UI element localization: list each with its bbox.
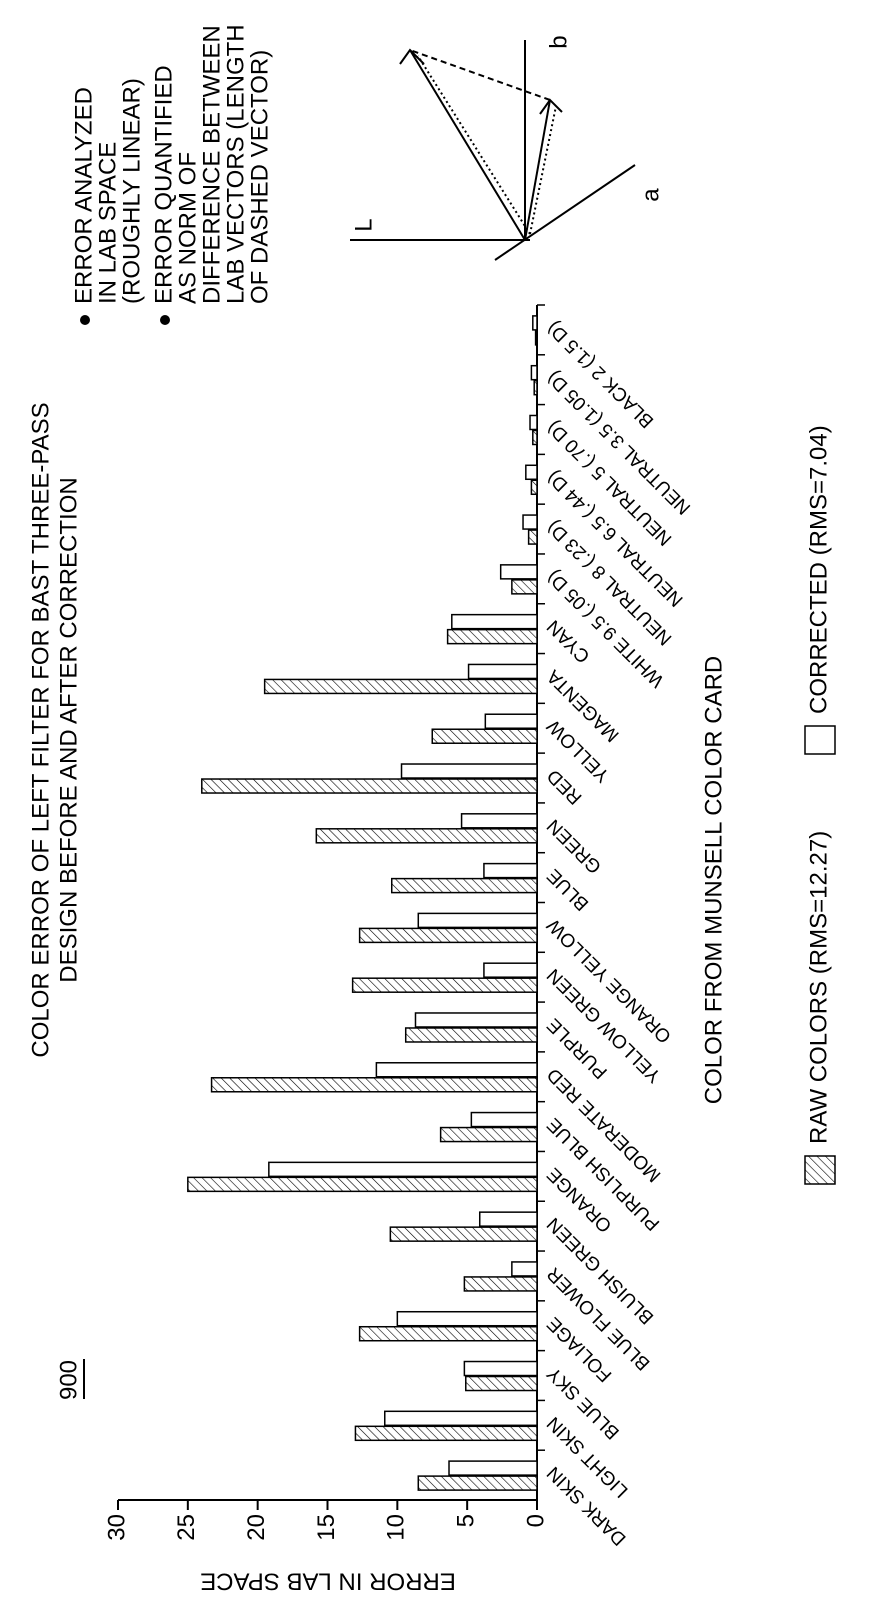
bar <box>351 977 538 993</box>
y-tick-label: 25 <box>173 1514 200 1541</box>
note-text: ERROR QUANTIFIED <box>150 65 177 304</box>
bar <box>446 628 538 645</box>
chart-title: DESIGN BEFORE AND AFTER CORRECTION <box>55 477 82 982</box>
bar <box>530 364 538 381</box>
bar <box>532 429 538 446</box>
diagram-label: a <box>637 188 664 202</box>
bar <box>463 1360 538 1377</box>
lab-vector-diagram <box>350 40 636 261</box>
bar <box>384 1410 538 1427</box>
chart-title: COLOR ERROR OF LEFT FILTER FOR BAST THRE… <box>27 402 54 1057</box>
bar <box>467 663 538 680</box>
legend-label: RAW COLORS (RMS=12.27) <box>805 831 832 1144</box>
bar <box>483 962 538 978</box>
note-bullet <box>160 315 170 325</box>
bar <box>448 1460 538 1476</box>
bar <box>527 529 538 545</box>
bar <box>534 330 538 346</box>
x-tick-label: GREEN <box>543 815 606 878</box>
bar <box>460 813 538 829</box>
note-text: ERROR ANALYZED <box>70 87 97 304</box>
note-text: IN LAB SPACE <box>94 142 121 304</box>
x-tick-label: RED <box>543 765 586 808</box>
bar <box>451 613 538 630</box>
x-axis-label: COLOR FROM MUNSELL COLOR CARD <box>700 656 727 1105</box>
bar <box>511 579 538 595</box>
bar <box>358 927 538 944</box>
bar <box>483 862 538 879</box>
bar <box>499 564 538 580</box>
bar <box>263 678 538 695</box>
bar <box>431 728 538 744</box>
diagram-label: L <box>350 218 377 231</box>
bar <box>529 414 538 431</box>
bar <box>354 1425 538 1442</box>
bar <box>532 315 538 331</box>
bar <box>484 713 538 729</box>
bar <box>417 1475 538 1491</box>
note-text: OF DASHED VECTOR) <box>246 50 273 304</box>
figure-number: 900 <box>55 1360 82 1400</box>
bar <box>417 912 538 929</box>
y-axis-label: ERROR IN LAB SPACE <box>200 1568 456 1595</box>
bar <box>404 1027 538 1043</box>
legend-swatch <box>804 725 836 755</box>
bar <box>533 379 538 396</box>
y-tick-label: 0 <box>522 1514 549 1527</box>
bar <box>389 1226 538 1242</box>
bar <box>465 1375 538 1392</box>
bar <box>268 1161 538 1178</box>
note-text: AS NORM OF <box>174 152 201 304</box>
rotated-figure: COLOR ERROR OF LEFT FILTER FOR BAST THRE… <box>27 24 836 1595</box>
bar <box>439 1126 538 1143</box>
y-tick-label: 30 <box>103 1514 130 1541</box>
bar <box>470 1111 538 1128</box>
bar <box>522 514 538 530</box>
legend-swatch <box>804 1155 836 1185</box>
bar <box>396 1310 538 1327</box>
y-tick-label: 10 <box>383 1514 410 1541</box>
y-tick-label: 20 <box>243 1514 270 1541</box>
bar <box>525 464 538 481</box>
y-tick-label: 15 <box>313 1514 340 1541</box>
bar <box>201 778 538 794</box>
note-text: (ROUGHLY LINEAR) <box>118 78 145 304</box>
diagram-label: b <box>545 35 572 48</box>
bar <box>358 1325 538 1342</box>
note-text: DIFFERENCE BETWEEN <box>198 25 225 304</box>
bar <box>511 1261 538 1277</box>
bar <box>187 1176 538 1193</box>
bar <box>375 1062 538 1078</box>
bar <box>210 1077 538 1093</box>
bar <box>478 1211 538 1227</box>
bar <box>463 1276 538 1292</box>
y-tick-label: 5 <box>453 1514 480 1527</box>
bar <box>315 828 538 844</box>
legend-label: CORRECTED (RMS=7.04) <box>805 425 832 714</box>
bar <box>530 479 538 496</box>
note-bullet <box>80 315 90 325</box>
bar <box>414 1012 538 1028</box>
bar <box>400 763 538 779</box>
note-text: LAB VECTORS (LENGTH <box>222 24 249 304</box>
bar <box>390 877 538 894</box>
